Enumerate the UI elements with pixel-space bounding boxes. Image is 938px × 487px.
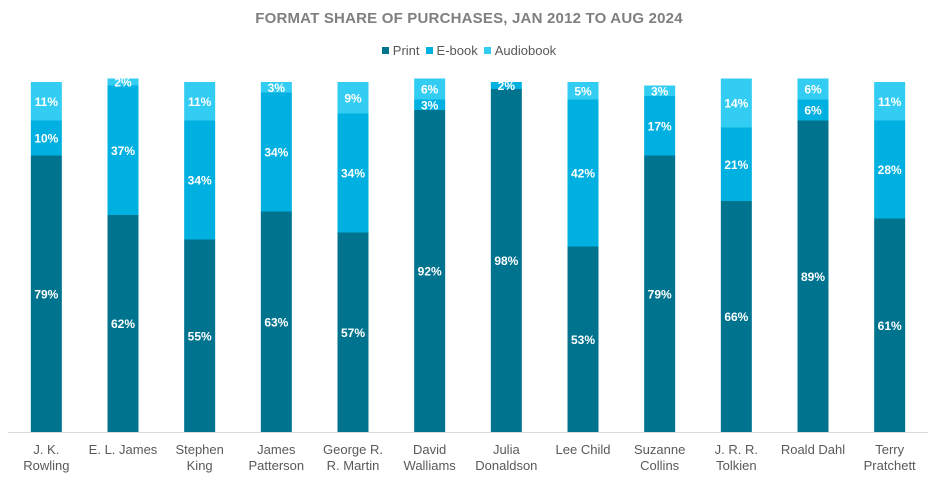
data-label-print-0: 79%: [34, 287, 58, 301]
data-label-ebook-1: 37%: [111, 144, 135, 158]
data-label-ebook-0: 10%: [34, 132, 58, 146]
bar-ebook-4: [337, 113, 369, 233]
data-label-ebook-6: 2%: [498, 79, 516, 93]
legend-swatch-ebook: [425, 47, 433, 54]
data-label-ebook-4: 34%: [341, 167, 365, 181]
bar-audiobook-4: [337, 82, 369, 114]
data-label-ebook-10: 6%: [804, 104, 822, 118]
data-label-ebook-9: 21%: [724, 158, 748, 172]
data-label-ebook-7: 42%: [571, 167, 595, 181]
data-label-audiobook-7: 5%: [574, 84, 592, 98]
data-label-print-4: 57%: [341, 326, 365, 340]
bar-print-4: [337, 232, 369, 432]
bar-print-0: [30, 155, 62, 432]
bar-print-3: [260, 211, 292, 432]
legend-item-print: Print: [381, 43, 420, 58]
category-label-9: J. R. R. Tolkien: [715, 442, 758, 473]
data-label-print-1: 62%: [111, 317, 135, 331]
legend-swatch-audiobook: [483, 47, 491, 54]
category-label-2: Stephen King: [175, 442, 223, 473]
bar-print-7: [567, 246, 599, 432]
data-label-print-9: 66%: [724, 310, 748, 324]
data-label-audiobook-5: 6%: [421, 83, 439, 97]
category-label-11: Terry Pratchett: [864, 442, 916, 473]
bar-audiobook-3: [260, 82, 292, 93]
data-label-print-3: 63%: [264, 315, 288, 329]
bar-ebook-0: [30, 120, 62, 156]
bar-ebook-9: [720, 127, 752, 201]
bar-audiobook-0: [30, 82, 62, 121]
legend-item-audiobook: Audiobook: [483, 43, 557, 58]
bar-audiobook-8: [644, 85, 676, 96]
bar-ebook-10: [797, 99, 829, 121]
bar-print-1: [107, 215, 139, 432]
bar-ebook-6: [490, 82, 522, 89]
bar-ebook-7: [567, 99, 599, 247]
data-label-ebook-8: 17%: [648, 119, 672, 133]
data-label-print-2: 55%: [188, 329, 212, 343]
bar-audiobook-10: [797, 78, 829, 100]
category-label-5: David Walliams: [404, 442, 457, 473]
data-label-audiobook-10: 6%: [804, 83, 822, 97]
bar-print-9: [720, 201, 752, 432]
bar-print-6: [490, 89, 522, 432]
data-label-print-6: 98%: [494, 254, 518, 268]
bar-print-8: [644, 155, 676, 432]
category-label-4: George R. R. Martin: [323, 442, 383, 473]
bar-ebook-3: [260, 92, 292, 212]
category-label-10: Roald Dahl: [781, 442, 845, 457]
bar-audiobook-5: [414, 78, 446, 100]
bar-ebook-1: [107, 85, 139, 215]
data-label-print-11: 61%: [878, 319, 902, 333]
data-label-ebook-5: 3%: [421, 98, 439, 112]
category-label-7: Lee Child: [556, 442, 611, 457]
bar-audiobook-7: [567, 82, 599, 100]
legend-label-ebook: E-book: [436, 43, 478, 58]
bar-audiobook-9: [720, 78, 752, 128]
bar-ebook-11: [874, 120, 906, 219]
bar-ebook-2: [184, 120, 216, 240]
bar-ebook-5: [414, 99, 446, 110]
data-label-print-8: 79%: [648, 287, 672, 301]
category-label-1: E. L. James: [89, 442, 158, 457]
bar-print-10: [797, 120, 829, 432]
bar-print-5: [414, 110, 446, 432]
data-label-ebook-2: 34%: [188, 174, 212, 188]
category-label-3: James Patterson: [249, 442, 305, 473]
bar-audiobook-11: [874, 82, 906, 121]
bar-audiobook-1: [107, 78, 139, 86]
legend: Print E-book Audiobook: [0, 43, 938, 58]
bar-audiobook-2: [184, 82, 216, 121]
legend-swatch-print: [381, 47, 389, 54]
category-label-6: Julia Donaldson: [475, 442, 537, 473]
legend-item-ebook: E-book: [425, 43, 478, 58]
data-label-audiobook-2: 11%: [188, 95, 212, 109]
data-label-print-5: 92%: [418, 265, 442, 279]
data-label-audiobook-9: 14%: [724, 97, 748, 111]
bar-print-2: [184, 239, 216, 432]
data-label-audiobook-4: 9%: [344, 91, 362, 105]
chart-title: FORMAT SHARE OF PURCHASES, JAN 2012 TO A…: [255, 10, 683, 27]
legend-label-print: Print: [392, 43, 420, 58]
legend-label-audiobook: Audiobook: [494, 43, 557, 58]
category-label-0: J. K. Rowling: [23, 442, 69, 473]
data-label-print-7: 53%: [571, 333, 595, 347]
data-label-audiobook-11: 11%: [878, 95, 902, 109]
data-label-ebook-3: 34%: [264, 146, 288, 160]
bar-ebook-8: [644, 96, 676, 156]
data-label-audiobook-8: 3%: [651, 84, 669, 98]
data-label-print-10: 89%: [801, 270, 825, 284]
bar-print-11: [874, 218, 906, 432]
data-label-audiobook-1: 2%: [114, 76, 132, 90]
category-label-8: Suzanne Collins: [634, 442, 685, 473]
data-label-audiobook-3: 3%: [268, 81, 286, 95]
data-label-ebook-11: 28%: [878, 163, 902, 177]
data-label-audiobook-0: 11%: [35, 95, 59, 109]
